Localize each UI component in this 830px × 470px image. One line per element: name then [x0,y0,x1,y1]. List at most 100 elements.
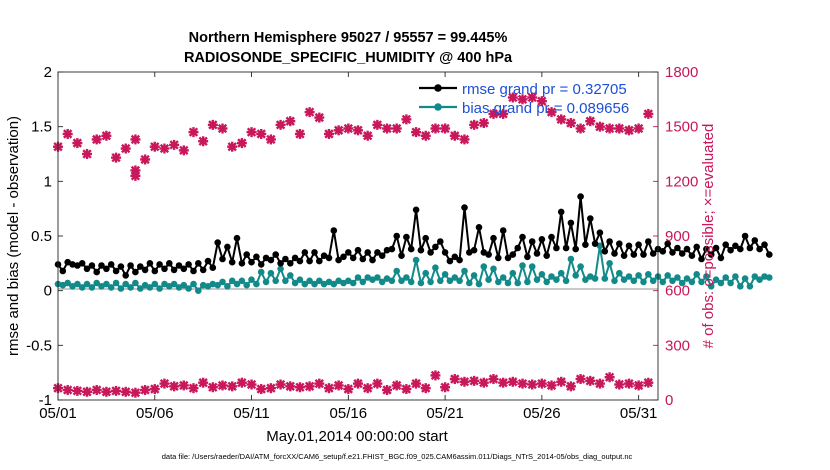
rmse-point-6 [83,265,91,273]
rmse-point-117 [620,252,628,259]
bias-point-97 [524,278,531,286]
y2-axis-label: # of obs: o=possible; ×=evaluated [700,124,717,349]
obs-possible-marker-39 [411,127,422,138]
bias-point-99 [533,276,541,284]
rmse-point-113 [601,248,609,255]
obs-evaluated-marker-24 [285,381,296,392]
rmse-point-69 [388,245,396,253]
obs-evaluated-marker-4 [91,384,102,395]
bias-point-80 [441,271,449,278]
bias-point-128 [674,274,681,281]
rmse-point-138 [722,241,729,248]
bias-point-89 [485,276,492,284]
bias-point-45 [272,277,280,285]
obs-possible-marker-49 [507,92,518,103]
bias-point-102 [548,273,555,280]
rmse-point-45 [272,251,280,258]
rmse-point-58 [335,256,342,264]
rmse-point-11 [107,261,115,268]
rmse-point-79 [437,238,444,245]
rmse-point-65 [369,256,376,264]
rmse-point-127 [669,249,676,256]
obs-possible-marker-42 [440,123,451,134]
obs-evaluated-marker-14 [188,383,199,394]
rmse-point-20 [151,267,159,275]
obs-evaluated-marker-6 [111,385,122,396]
bias-point-44 [267,269,275,277]
bias-point-111 [591,275,599,282]
rmse-point-5 [78,260,86,267]
bias-point-87 [475,280,483,288]
rmse-point-93 [504,254,512,262]
bias-point-86 [470,272,478,279]
legend-bias-marker [434,103,442,111]
rmse-point-90 [490,234,497,242]
bias-point-122 [645,271,652,278]
obs-possible-marker-11 [140,154,151,165]
bias-point-36 [228,277,236,285]
rmse-point-18 [141,266,149,274]
rmse-point-83 [456,256,463,264]
rmse-point-81 [446,257,454,265]
obs-possible-marker-5 [101,130,112,141]
rmse-point-130 [683,245,691,253]
bias-point-49 [291,279,299,287]
bias-point-132 [693,271,700,278]
obs-evaluated-marker-40 [440,382,451,393]
rmse-point-142 [741,232,749,240]
bias-point-66 [374,274,381,281]
obs-possible-marker-33 [353,125,363,136]
bias-point-116 [616,269,623,277]
rmse-point-12 [112,267,120,275]
bias-point-105 [562,277,570,285]
rmse-point-147 [766,251,773,258]
rmse-point-97 [524,253,531,261]
rmse-point-115 [611,250,618,257]
obs-evaluated-marker-11 [159,378,170,389]
bias-point-53 [311,280,318,288]
rmse-point-114 [606,238,613,245]
rmse-point-31 [204,257,212,265]
obs-possible-marker-34 [362,130,373,141]
obs-evaluated-marker-18 [227,381,238,392]
y2-tick-label-1: 300 [665,337,690,354]
obs-possible-marker-17 [198,136,209,147]
y2-tick-label-6: 1800 [665,64,698,81]
bias-point-82 [451,274,459,281]
bias-point-115 [611,277,618,285]
rmse-point-33 [214,239,221,246]
obs-evaluated-marker-36 [401,384,412,395]
rmse-point-128 [674,244,681,252]
obs-possible-marker-18 [207,119,218,130]
bias-point-10 [103,280,110,288]
obs-evaluated-marker-22 [265,383,276,394]
x-tick-label-2: 05/11 [233,405,269,422]
obs-possible-marker-23 [256,128,267,139]
rmse-point-38 [238,260,246,267]
y-tick-label-2: 0 [44,283,52,300]
bias-point-91 [495,278,502,286]
rmse-point-108 [577,193,584,200]
rmse-point-146 [761,241,768,248]
rmse-point-49 [291,254,299,262]
y-axis-label: rmse and bias (model - observation) [5,116,22,356]
bias-point-19 [146,284,154,291]
obs-evaluated-marker-26 [304,381,315,392]
bias-point-61 [349,279,357,287]
footer-datafile: data file: /Users/raeder/DAI/ATM_forcXX/… [162,452,633,461]
rmse-point-47 [282,255,289,263]
bias-point-17 [137,285,144,292]
bias-point-139 [727,279,734,287]
y2-tick-label-2: 600 [665,283,690,300]
obs-evaluated-marker-10 [149,384,160,395]
obs-possible-marker-3 [82,149,93,159]
bias-point-71 [398,277,405,285]
rmse-point-136 [712,244,720,252]
obs-possible-marker-46 [478,118,489,129]
obs-possible-marker-31 [333,125,344,136]
rmse-point-51 [301,249,309,256]
rmse-point-7 [88,262,96,269]
bias-point-129 [678,279,686,287]
obs-possible-marker-38 [401,114,412,125]
bias-point-12 [112,279,120,287]
